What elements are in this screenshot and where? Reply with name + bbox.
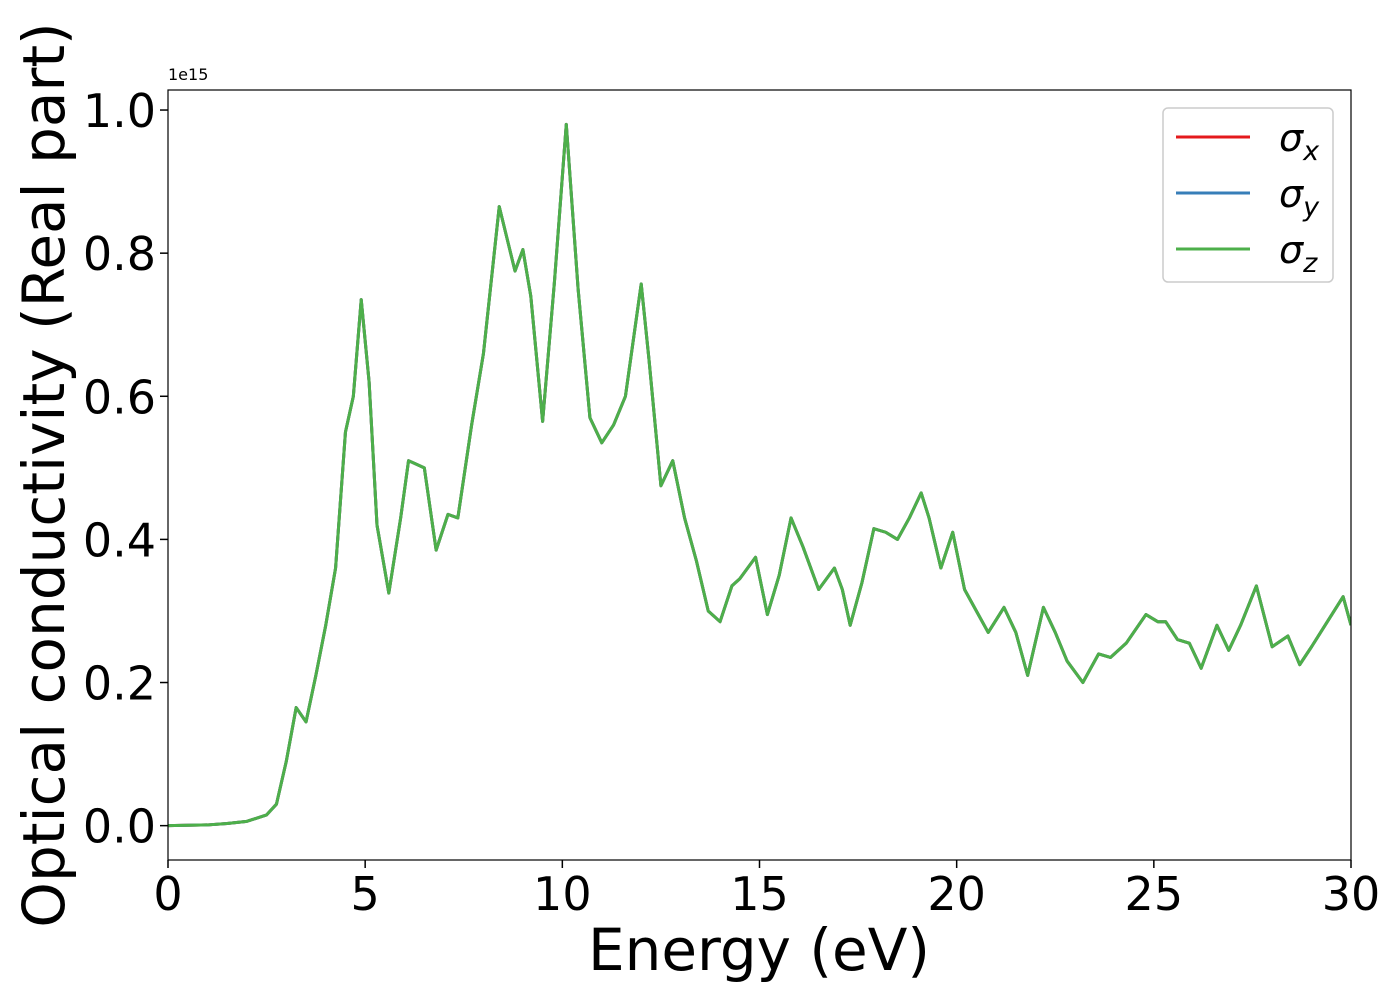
plot-area (168, 122, 1351, 828)
x-tick-label: 20 (927, 867, 986, 921)
y-tick-label: 0.2 (83, 657, 156, 711)
y-tick-label: 0.4 (83, 513, 156, 567)
x-tick-label: 0 (153, 867, 182, 921)
y-axis-label: Optical conductivity (Real part) (10, 22, 78, 927)
y-tick-label: 1.0 (83, 84, 156, 138)
x-tick-label: 10 (533, 867, 592, 921)
legend-label: σx (1279, 116, 1320, 167)
y-tick-label: 0.0 (83, 800, 156, 854)
legend-label: σy (1279, 172, 1320, 223)
x-tick-label: 5 (351, 867, 380, 921)
legend-box (1162, 107, 1334, 283)
y-tick-label: 0.6 (83, 370, 156, 424)
series-line (168, 122, 1351, 828)
plot-frame (167, 89, 1352, 861)
x-tick-label: 15 (730, 867, 789, 921)
x-axis-label: Energy (eV) (588, 916, 930, 984)
y-tick-label: 0.8 (83, 227, 156, 281)
y-offset-text: 1e15 (168, 65, 208, 84)
x-tick-label: 25 (1125, 867, 1184, 921)
legend-label: σz (1279, 228, 1318, 279)
x-tick-label: 30 (1322, 867, 1381, 921)
